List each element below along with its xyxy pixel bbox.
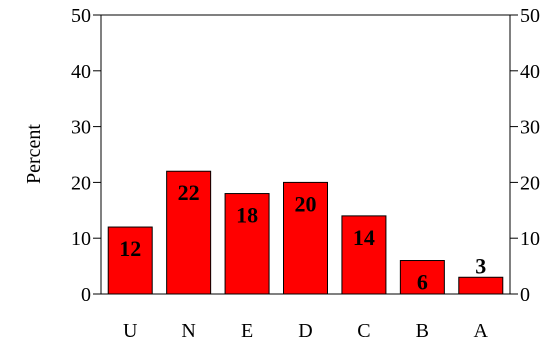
y-tick-label-right: 10 [520,228,540,250]
bar-N [166,170,212,295]
bar-C [341,215,387,295]
bar-value-label: 22 [178,180,200,205]
y-tick-label-left: 30 [71,117,91,139]
bar-D [283,181,328,295]
y-axis-label: Percent [23,124,45,184]
y-tick-label-left: 50 [71,5,91,27]
category-label: B [416,320,429,342]
category-label: E [241,320,253,342]
bar-value-labels: 12 22 18 20 14 6 3 [119,180,486,294]
bar-value-label: 20 [295,191,317,216]
bar-value-label: 12 [119,236,141,261]
y-tick-label-left: 40 [71,61,91,83]
category-label: C [357,320,370,342]
left-axis: 0 10 20 30 40 50 [71,5,101,306]
y-tick-label-left: 20 [71,172,91,194]
y-tick-label-right: 30 [520,117,540,139]
right-axis: 0 10 20 30 40 50 [510,5,540,306]
y-tick-label-left: 10 [71,228,91,250]
y-tick-label-right: 50 [520,5,540,27]
y-tick-label-left: 0 [81,284,91,306]
bar-U [107,226,153,295]
category-label: N [181,320,195,342]
bar-B [399,260,445,295]
bar-E [224,193,270,295]
y-tick-label-right: 0 [520,284,530,306]
y-tick-label-right: 20 [520,172,540,194]
bars [107,170,504,295]
y-tick-label-right: 40 [520,61,540,83]
bar-A [458,276,504,295]
category-label: U [123,320,138,342]
bar-value-label: 18 [236,203,258,228]
bar-value-label: 6 [417,270,428,295]
bar-value-label: 14 [353,225,375,250]
category-label: A [474,320,489,342]
bar-value-label: 3 [475,253,486,278]
category-label: D [298,320,312,342]
